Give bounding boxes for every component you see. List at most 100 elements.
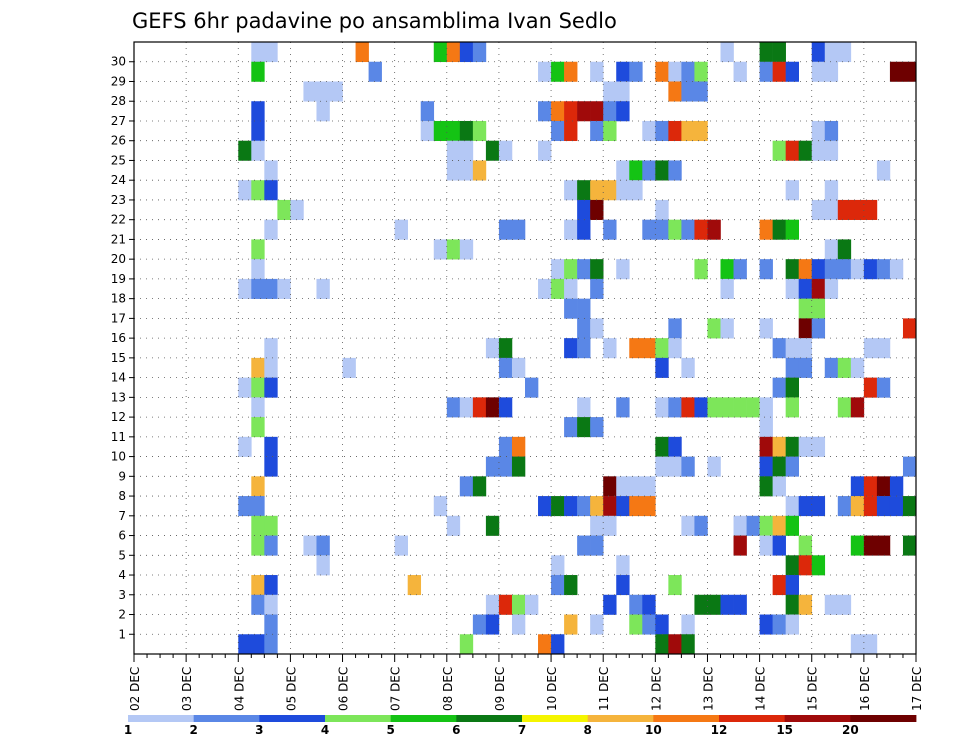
heatmap-cell xyxy=(264,278,278,299)
heatmap-cell xyxy=(238,180,252,201)
heatmap-cell xyxy=(564,575,578,596)
heatmap-cell xyxy=(498,397,513,418)
heatmap-cell xyxy=(459,120,474,142)
heatmap-cell xyxy=(798,436,813,457)
heatmap-cell xyxy=(603,180,617,201)
heatmap-cell xyxy=(251,239,265,260)
colorbar-label: 1 xyxy=(124,723,132,737)
y-tick-label: 29 xyxy=(111,74,126,88)
heatmap-cell xyxy=(616,476,630,497)
heatmap-cell xyxy=(798,298,813,319)
heatmap-cell xyxy=(681,397,695,418)
heatmap-cell xyxy=(577,298,591,319)
heatmap-cell xyxy=(238,377,252,398)
y-tick-label: 6 xyxy=(118,529,126,543)
heatmap-cell xyxy=(616,555,630,576)
heatmap-cell xyxy=(251,634,265,655)
y-tick-label: 1 xyxy=(118,627,126,641)
x-tick-label: 06 DEC xyxy=(337,667,351,711)
heatmap-cell xyxy=(485,338,500,359)
heatmap-cell xyxy=(798,555,813,576)
heatmap-cell xyxy=(889,259,904,280)
heatmap-cell xyxy=(511,614,526,635)
heatmap-cell xyxy=(616,496,630,517)
heatmap-cell xyxy=(655,160,669,181)
heatmap-cell xyxy=(772,575,786,596)
x-tick-label: 10 DEC xyxy=(545,667,559,711)
colorbar-swatch xyxy=(784,715,851,722)
heatmap-cell xyxy=(811,496,826,517)
heatmap-cell xyxy=(772,140,786,161)
heatmap-cell xyxy=(811,318,826,339)
heatmap-cell xyxy=(824,180,839,201)
heatmap-cell xyxy=(251,535,265,556)
colorbar-label: 10 xyxy=(645,723,662,737)
heatmap-cell xyxy=(472,42,487,63)
heatmap-cell xyxy=(837,239,852,260)
heatmap-cell xyxy=(603,219,617,240)
heatmap-cell xyxy=(316,81,330,102)
heatmap-cell xyxy=(772,614,786,635)
heatmap-cell xyxy=(850,634,865,655)
x-tick-label: 09 DEC xyxy=(493,667,507,711)
colorbar-swatch xyxy=(193,715,260,722)
heatmap-cell xyxy=(811,120,826,142)
heatmap-cell xyxy=(655,120,669,142)
heatmap-cell xyxy=(590,318,604,339)
heatmap-cell xyxy=(694,81,708,102)
heatmap-cell xyxy=(733,61,747,82)
heatmap-cell xyxy=(264,377,278,398)
heatmap-cell xyxy=(642,614,656,635)
heatmap-cell xyxy=(902,318,917,339)
heatmap-cell xyxy=(759,436,773,457)
heatmap-cell xyxy=(707,397,721,418)
heatmap-cell xyxy=(863,535,878,556)
heatmap-cell xyxy=(238,140,252,161)
heatmap-cell xyxy=(863,259,878,280)
heatmap-cell xyxy=(446,42,461,63)
heatmap-cell xyxy=(342,357,356,378)
y-tick-label: 24 xyxy=(111,173,126,187)
heatmap-cell xyxy=(798,259,813,280)
heatmap-cell xyxy=(811,199,826,220)
heatmap-cell xyxy=(681,614,695,635)
heatmap-cell xyxy=(564,101,578,122)
heatmap-cell xyxy=(655,219,669,240)
heatmap-cell xyxy=(564,259,578,280)
y-tick-label: 21 xyxy=(111,232,126,246)
heatmap-cell xyxy=(889,476,904,497)
heatmap-cell xyxy=(772,219,786,240)
heatmap-cell xyxy=(876,160,891,181)
heatmap-cell xyxy=(459,160,474,181)
heatmap-cell xyxy=(603,338,617,359)
colorbar-swatch xyxy=(653,715,720,722)
heatmap-cell xyxy=(590,278,604,299)
heatmap-cell xyxy=(251,417,265,438)
heatmap-cell xyxy=(316,535,330,556)
y-tick-label: 13 xyxy=(111,390,126,404)
heatmap-cell xyxy=(798,338,813,359)
heatmap-cell xyxy=(511,594,526,615)
heatmap-cell xyxy=(876,259,891,280)
y-tick-label: 10 xyxy=(111,450,126,464)
heatmap-cell xyxy=(577,259,591,280)
heatmap-cell xyxy=(772,338,786,359)
heatmap-cell xyxy=(876,476,891,497)
colorbar-label: 12 xyxy=(711,723,728,737)
heatmap-cell xyxy=(498,338,513,359)
heatmap-cell xyxy=(785,456,799,477)
heatmap-cell xyxy=(668,456,682,477)
x-axis: 02 DEC 03 DEC 04 DEC 05 DEC 06 DEC 07 DEC 08 D… xyxy=(128,654,924,711)
heatmap-cell xyxy=(485,515,500,536)
heatmap-cell xyxy=(759,318,773,339)
heatmap-cell xyxy=(759,535,773,556)
heatmap-cell xyxy=(694,120,708,142)
heatmap-cell xyxy=(251,42,265,63)
heatmap-cell xyxy=(642,476,656,497)
heatmap-cell xyxy=(876,496,891,517)
heatmap-cell xyxy=(720,278,734,299)
heatmap-cell xyxy=(733,515,747,536)
heatmap-cell xyxy=(459,634,474,655)
heatmap-cell xyxy=(616,180,630,201)
